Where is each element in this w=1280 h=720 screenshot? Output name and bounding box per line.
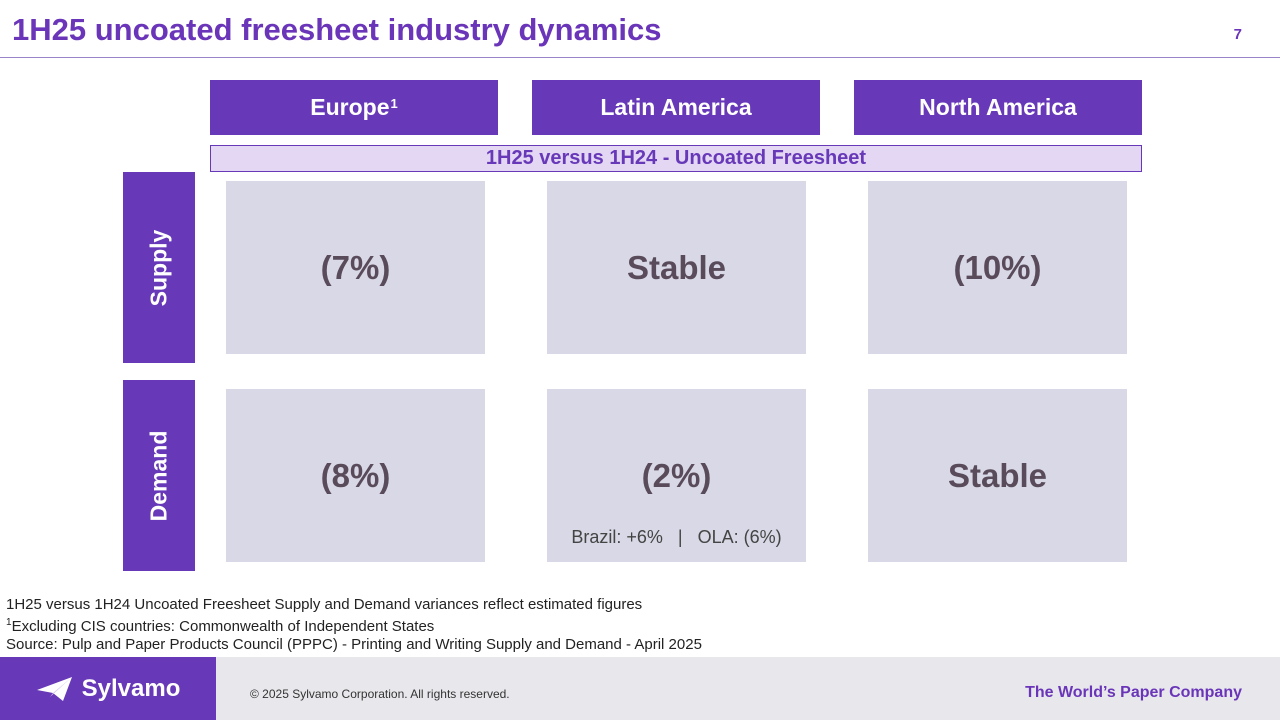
footnote-line-3: Source: Pulp and Paper Products Council … [6, 636, 702, 653]
row-label-supply: Supply [123, 172, 195, 363]
demand-cell-latin-america: (2%) Brazil: +6% | OLA: (6%) [547, 389, 806, 562]
row-label-demand: Demand [123, 380, 195, 571]
latin-america-demand-note: Brazil: +6% | OLA: (6%) [571, 527, 782, 547]
row-label-text: Supply [145, 229, 172, 306]
cell-value: (10%) [953, 248, 1042, 286]
comparison-band: 1H25 versus 1H24 - Uncoated Freesheet [210, 145, 1142, 172]
supply-cell-north-america: (10%) [868, 181, 1127, 354]
page-number: 7 [1233, 26, 1242, 43]
region-label: North America [919, 94, 1077, 120]
supply-cell-latin-america: Stable [547, 181, 806, 354]
footnote-marker: 1 [6, 617, 12, 628]
company-tagline: The World’s Paper Company [1025, 684, 1242, 701]
footer: Sylvamo © 2025 Sylvamo Corporation. All … [0, 657, 1280, 720]
company-logo: Sylvamo [0, 657, 216, 720]
footnote-line-1: 1H25 versus 1H24 Uncoated Freesheet Supp… [6, 596, 643, 613]
footnote-text: Excluding CIS countries: Commonwealth of… [11, 618, 435, 635]
region-header-north-america: North America [854, 80, 1142, 135]
logo-text: Sylvamo [81, 674, 181, 702]
cell-value: (8%) [320, 456, 391, 494]
paper-plane-icon [36, 676, 72, 701]
title-divider [0, 57, 1280, 58]
supply-cell-europe: (7%) [226, 181, 485, 354]
region-header-europe: Europe 1 [210, 80, 498, 135]
region-label: Europe [310, 94, 390, 120]
copyright-text: © 2025 Sylvamo Corporation. All rights r… [250, 687, 510, 701]
cell-value: (7%) [320, 248, 391, 286]
row-label-text: Demand [145, 430, 172, 521]
footnote-line-2: 1Excluding CIS countries: Commonwealth o… [6, 614, 702, 636]
cell-value: Stable [626, 248, 727, 286]
slide-title: 1H25 uncoated freesheet industry dynamic… [12, 12, 662, 47]
cell-value: (2%) [641, 456, 712, 494]
cell-value: Stable [947, 456, 1048, 494]
demand-cell-north-america: Stable [868, 389, 1127, 562]
footnote-marker: 1 [390, 96, 398, 111]
region-header-latin-america: Latin America [532, 80, 820, 135]
region-label: Latin America [600, 94, 752, 120]
footnotes: 1H25 versus 1H24 Uncoated Freesheet Supp… [6, 596, 702, 654]
demand-cell-europe: (8%) [226, 389, 485, 562]
